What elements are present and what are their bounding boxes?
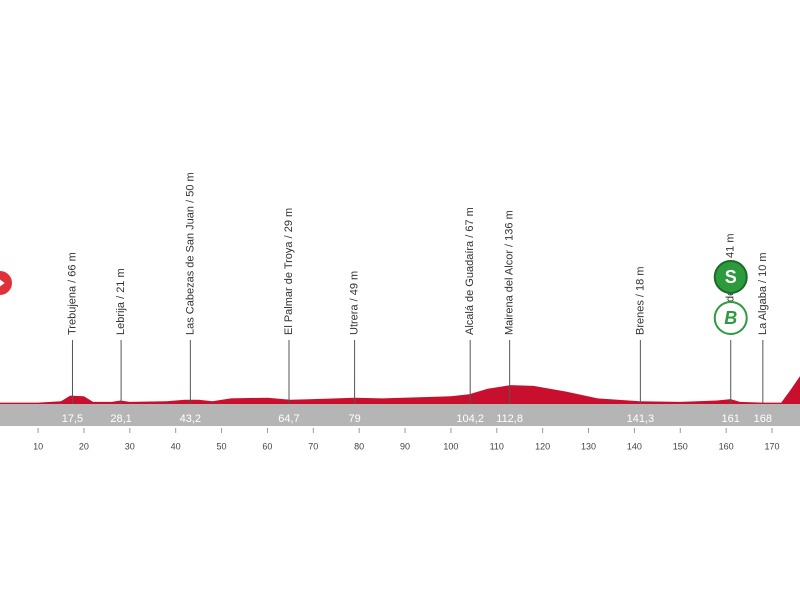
x-tick-label: 110 <box>490 441 504 451</box>
town-label: Alcalá de Guadaíra / 67 m <box>464 207 476 335</box>
x-tick-label: 100 <box>443 441 458 451</box>
town-label: Mairena del Alcor / 136 m <box>504 210 516 335</box>
x-tick-label: 160 <box>719 441 734 451</box>
sprint-letter: S <box>725 267 737 287</box>
elevation-area <box>0 376 800 404</box>
x-tick-label: 30 <box>125 441 135 451</box>
town-label: Utrera / 49 m <box>348 271 360 335</box>
town-km: 141,3 <box>627 413 655 425</box>
town-km: 112,8 <box>496 413 523 425</box>
town-label: La Algaba / 10 m <box>757 252 769 335</box>
bonus-letter: B <box>724 308 737 328</box>
x-tick-label: 20 <box>79 441 89 451</box>
x-tick-label: 90 <box>400 441 410 451</box>
town-km: 168 <box>754 413 772 425</box>
bonus-icon <box>713 301 748 335</box>
km-band <box>0 404 800 426</box>
town-km: 17,5 <box>62 413 83 425</box>
x-tick-label: 50 <box>217 441 227 451</box>
x-tick-label: 60 <box>262 441 272 451</box>
x-tick-label: 70 <box>308 441 318 451</box>
start-arrow <box>0 279 5 287</box>
town-label: Lebrija / 21 m <box>115 268 127 335</box>
x-tick-label: 140 <box>627 441 642 451</box>
x-tick-label: 80 <box>354 441 364 451</box>
town-km: 64,7 <box>278 413 299 425</box>
start-icon <box>0 269 14 297</box>
town-label: Trebujena / 66 m <box>66 252 78 335</box>
town-label: Las Cabezas de San Juan / 50 m <box>184 172 196 335</box>
x-tick-label: 130 <box>581 441 596 451</box>
town-label: Brenes / 18 m <box>634 267 646 335</box>
x-tick-label: 40 <box>171 441 181 451</box>
town-label: El Palmar de Troya / 29 m <box>283 208 295 335</box>
sprint-icon <box>713 260 748 294</box>
x-tick-label: 150 <box>673 441 688 451</box>
x-tick-label: 170 <box>765 441 780 451</box>
town-km: 79 <box>348 413 360 425</box>
town-km: 28,1 <box>110 413 131 425</box>
x-tick-label: 10 <box>33 441 43 451</box>
town-km: 161 <box>722 413 740 425</box>
x-tick-label: 120 <box>535 441 550 451</box>
town-km: 43,2 <box>180 413 201 425</box>
town-km: 104,2 <box>456 413 484 425</box>
